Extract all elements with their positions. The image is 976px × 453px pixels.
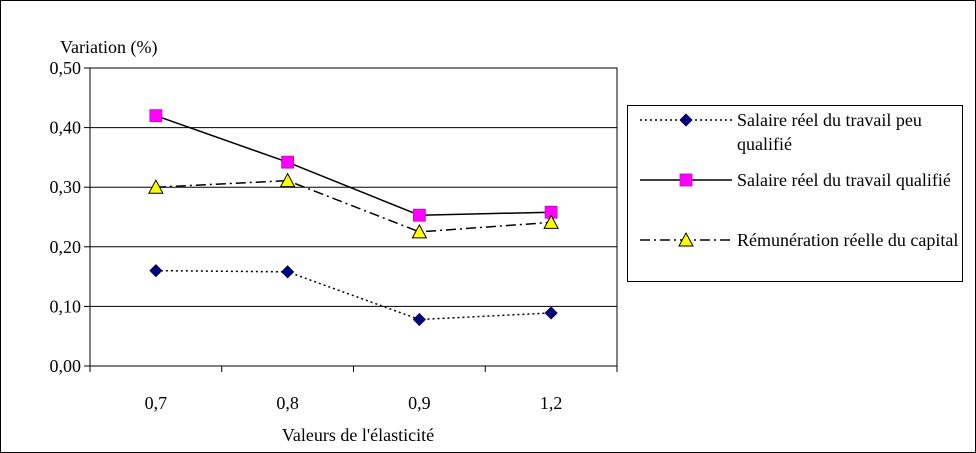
y-tick-label: 0,50 [50,58,82,78]
data-point-diamond [281,265,295,279]
data-point-square [281,155,295,169]
series-line-3 [155,179,552,233]
data-point-square [412,208,426,222]
series-line-2 [155,114,552,216]
legend-symbol-square [640,173,732,187]
y-tick-label: 0,30 [50,177,82,197]
legend-label: Salaire réel du travail qualifié [737,170,951,190]
x-tick-label: 0,8 [276,393,299,413]
legend-item-capital: Rémunération réelle du capital [628,228,964,280]
legend-label: Rémunération réelle du capital [737,230,959,250]
y-axis-title: Variation (%) [60,37,157,58]
y-tick-label: 0,40 [50,118,82,138]
legend-label: Salaire réel du travail peu qualifié [737,110,922,154]
y-tick-label: 0,20 [50,237,82,257]
series-lines [148,109,559,327]
y-tick-label: 0,10 [50,296,82,316]
x-tick-label: 1,2 [540,393,563,413]
legend-symbol-diamond [640,113,732,127]
gridlines [89,67,618,367]
axes: 0,00 0,10 0,20 0,30 0,40 0,50 0,7 0,8 0,9 1,2 [50,58,618,413]
plot-area [89,67,618,367]
legend: Salaire réel du travail peu qualifié Sal… [627,105,963,282]
x-tick-label: 0,7 [145,393,168,413]
data-point-triangle [148,179,164,194]
legend-symbol-triangle [640,231,732,247]
legend-item-qualifie: Salaire réel du travail qualifié [628,168,964,220]
legend-item-peu-qualifie: Salaire réel du travail peu qualifié [628,108,964,160]
data-point-diamond [412,312,426,327]
data-point-triangle [543,214,559,229]
data-point-triangle [411,223,428,239]
x-axis-title: Valeurs de l'élasticité [282,425,434,445]
x-tick-label: 0,9 [408,393,431,413]
series-line-1 [155,269,552,321]
data-point-square [149,109,163,123]
data-point-diamond [149,264,163,278]
data-point-diamond [544,306,558,320]
y-tick-label: 0,00 [50,356,82,376]
data-point-triangle [279,172,296,188]
